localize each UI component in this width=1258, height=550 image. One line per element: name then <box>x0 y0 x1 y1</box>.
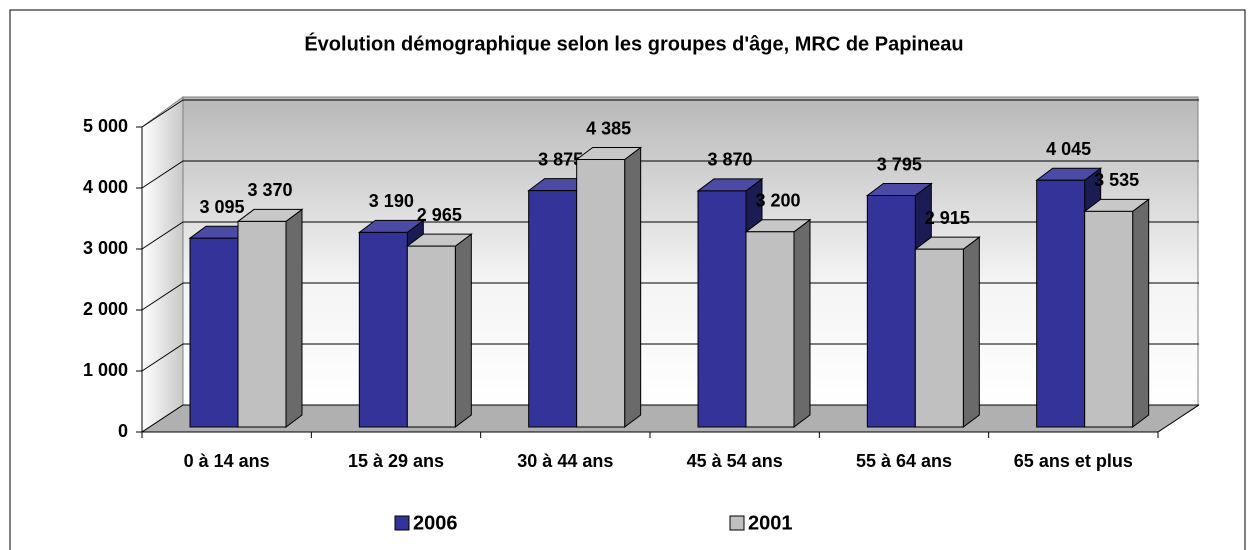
x-tick-label: 0 à 14 ans <box>184 451 270 471</box>
value-label: 2 965 <box>417 205 462 225</box>
grid-line <box>141 343 1199 372</box>
value-label: 3 795 <box>877 154 922 174</box>
bar <box>358 231 408 428</box>
bar-side <box>285 208 303 428</box>
value-label: 3 190 <box>369 191 414 211</box>
bar <box>576 159 626 428</box>
grid-line <box>141 404 1199 433</box>
legend-label: 2006 <box>413 512 458 534</box>
bar-side <box>624 146 642 428</box>
y-tick-label: 0 <box>118 421 128 441</box>
bar <box>528 190 578 428</box>
bar <box>914 248 964 428</box>
value-label: 3 870 <box>707 150 752 170</box>
chart-title: Évolution démographique selon les groupe… <box>304 32 963 55</box>
bar <box>745 231 795 428</box>
grid-line <box>141 160 1199 189</box>
y-tick-label: 5 000 <box>83 116 128 136</box>
frame <box>9 9 1246 550</box>
bar <box>237 220 287 428</box>
grid-line <box>141 221 1199 250</box>
grid-line <box>141 282 1199 311</box>
floor-edge <box>1157 404 1200 433</box>
y-tick-label: 4 000 <box>83 177 128 197</box>
bar <box>697 190 747 428</box>
bar <box>1036 179 1086 428</box>
value-label: 4 385 <box>586 118 631 138</box>
bar-side <box>793 218 811 428</box>
x-tick-label: 65 ans et plus <box>1014 451 1133 471</box>
bar <box>866 195 916 428</box>
value-label: 2 915 <box>925 208 970 228</box>
bar-side <box>1132 198 1150 428</box>
legend-swatch <box>729 515 745 531</box>
x-tick-label: 30 à 44 ans <box>517 451 613 471</box>
legend-swatch <box>394 515 410 531</box>
bar <box>1084 210 1134 428</box>
y-tick-label: 1 000 <box>83 360 128 380</box>
legend-label: 2001 <box>748 512 793 534</box>
x-tick-label: 45 à 54 ans <box>687 451 783 471</box>
x-tick-label: 55 à 64 ans <box>856 451 952 471</box>
value-label: 3 875 <box>538 149 583 169</box>
bar <box>189 237 239 428</box>
value-label: 3 095 <box>199 197 244 217</box>
bar <box>406 245 456 428</box>
bar-side <box>962 236 980 428</box>
x-tick-label: 15 à 29 ans <box>348 451 444 471</box>
value-label: 3 200 <box>755 191 800 211</box>
value-label: 3 535 <box>1094 170 1139 190</box>
y-tick-label: 3 000 <box>83 238 128 258</box>
side-wall <box>141 96 184 433</box>
grid-line <box>141 99 1199 128</box>
value-label: 4 045 <box>1046 139 1091 159</box>
bar-side <box>454 233 472 428</box>
y-tick-label: 2 000 <box>83 299 128 319</box>
value-label: 3 370 <box>247 180 292 200</box>
